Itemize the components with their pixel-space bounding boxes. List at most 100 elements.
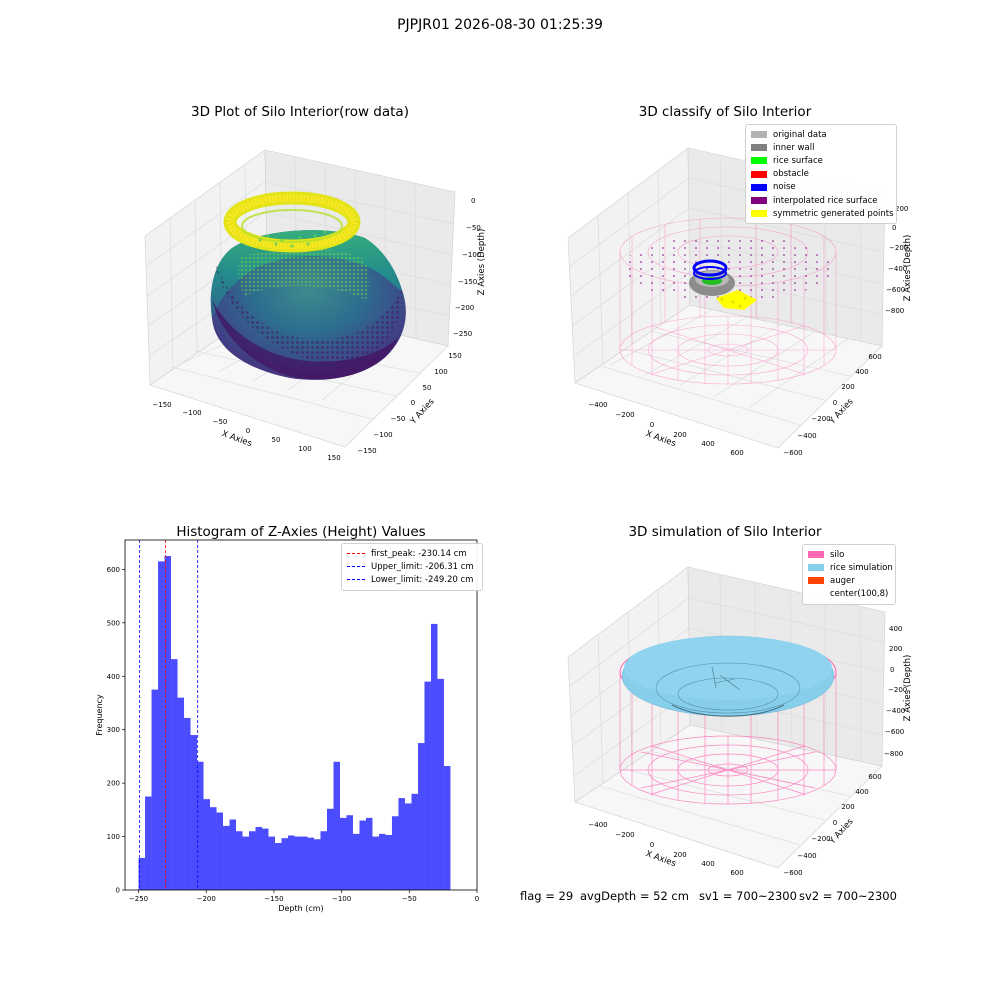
simulation-xtick: 200 bbox=[673, 851, 686, 859]
simulation-xtick: 0 bbox=[650, 841, 654, 849]
histogram-bar bbox=[242, 836, 250, 890]
histogram-bar bbox=[346, 815, 353, 890]
sv1-text: sv1 = 700~2300 bbox=[699, 889, 797, 903]
legend-item: silo bbox=[808, 548, 890, 561]
y-tick-label: 100 bbox=[107, 833, 120, 841]
raw-xtick: 100 bbox=[298, 445, 311, 453]
classify-xtick: −400 bbox=[588, 401, 607, 409]
histogram-bar bbox=[411, 793, 418, 890]
classify-ytick: 0 bbox=[833, 399, 837, 407]
legend-swatch bbox=[751, 183, 767, 191]
legend-item: Upper_limit: -206.31 cm bbox=[347, 560, 477, 573]
classify-ytick: 200 bbox=[841, 383, 854, 391]
legend-item: inner wall bbox=[751, 141, 891, 154]
raw-ytick: 100 bbox=[434, 368, 447, 376]
simulation-ytick: 0 bbox=[833, 819, 837, 827]
raw-ytick: 0 bbox=[411, 399, 415, 407]
raw-xtick: −50 bbox=[213, 418, 228, 426]
legend-swatch bbox=[347, 579, 365, 581]
simulation-xtick: 600 bbox=[730, 869, 743, 877]
raw-ytick: −100 bbox=[373, 431, 392, 439]
histogram-bar bbox=[184, 717, 191, 890]
classify-xtick: 600 bbox=[730, 449, 743, 457]
histogram-bar bbox=[339, 817, 347, 890]
histogram-bar bbox=[229, 819, 237, 890]
simulation-ytick: −600 bbox=[783, 869, 802, 877]
simulation-plot-title: 3D simulation of Silo Interior bbox=[628, 524, 822, 540]
legend-swatch bbox=[808, 590, 824, 598]
legend-label: symmetric generated points bbox=[773, 208, 894, 219]
histogram-bar bbox=[171, 659, 178, 890]
raw-ztick: −50 bbox=[466, 224, 481, 232]
histogram-bar bbox=[151, 689, 159, 890]
classify-xtick: 200 bbox=[673, 431, 686, 439]
histogram-bar bbox=[268, 836, 276, 890]
legend-swatch bbox=[751, 131, 767, 139]
classify-xtick: −200 bbox=[615, 411, 634, 419]
legend-swatch bbox=[751, 210, 767, 218]
histogram-bar bbox=[437, 678, 444, 890]
legend-item: obstacle bbox=[751, 168, 891, 181]
legend-item: auger bbox=[808, 574, 890, 587]
histogram-bar bbox=[255, 826, 263, 890]
legend-label: inner wall bbox=[773, 142, 815, 153]
classify-ztick: 0 bbox=[892, 224, 896, 232]
histogram-bar bbox=[281, 838, 289, 890]
histogram-legend: first_peak: -230.14 cm Upper_limit: -206… bbox=[341, 543, 483, 591]
flag-text: flag = 29 bbox=[520, 889, 574, 903]
histogram-bar bbox=[203, 799, 211, 890]
histogram-bar bbox=[443, 766, 451, 890]
simulation-ztick: 200 bbox=[889, 645, 902, 653]
sv2-text: sv2 = 700~2300 bbox=[799, 889, 897, 903]
histogram-bar bbox=[197, 761, 204, 890]
histogram-bar bbox=[158, 561, 165, 890]
simulation-zlabel: Z Axies (Depth) bbox=[903, 655, 913, 722]
histogram-bar bbox=[262, 828, 269, 890]
histogram-bar bbox=[275, 842, 282, 890]
histogram-bar bbox=[301, 836, 308, 890]
histogram-bar bbox=[424, 681, 431, 890]
legend-item: first_peak: -230.14 cm bbox=[347, 547, 477, 560]
legend-item: noise bbox=[751, 181, 891, 194]
simulation-ytick: −200 bbox=[811, 835, 830, 843]
histogram-bar bbox=[288, 835, 295, 890]
histogram-bar bbox=[333, 761, 340, 890]
histogram-bar bbox=[294, 836, 301, 890]
avg-depth-text: avgDepth = 52 cm bbox=[580, 889, 689, 903]
histogram-ylabel: Frequency bbox=[95, 694, 104, 736]
classify-xtick: 0 bbox=[650, 421, 654, 429]
classify-legend: original data inner wall rice surface ob… bbox=[745, 124, 897, 225]
classify-ytick: −400 bbox=[797, 432, 816, 440]
raw-xtick: 0 bbox=[246, 427, 250, 435]
y-tick-label: 200 bbox=[107, 780, 120, 788]
histogram-bar bbox=[145, 796, 152, 890]
classify-ztick: −800 bbox=[885, 307, 904, 315]
raw-ztick: −250 bbox=[453, 330, 472, 338]
legend-item: rice simulation bbox=[808, 561, 893, 574]
simulation-ztick: −800 bbox=[884, 750, 903, 758]
histogram-bar bbox=[320, 831, 327, 890]
raw-xtick: 150 bbox=[327, 454, 340, 462]
simulation-ztick: −400 bbox=[886, 707, 905, 715]
legend-swatch bbox=[808, 577, 824, 585]
legend-label: obstacle bbox=[773, 169, 809, 180]
classify-ytick: 400 bbox=[855, 368, 868, 376]
legend-item: original data bbox=[751, 128, 891, 141]
raw-plot-title: 3D Plot of Silo Interior(row data) bbox=[191, 104, 409, 120]
histogram-frame bbox=[124, 539, 478, 891]
legend-swatch bbox=[751, 170, 767, 178]
legend-label: center(100,8) bbox=[830, 589, 889, 600]
raw-ytick: 150 bbox=[448, 352, 461, 360]
raw-ytick: −50 bbox=[391, 415, 406, 423]
histogram-bar bbox=[236, 831, 243, 890]
histogram-bar bbox=[359, 820, 366, 890]
legend-swatch bbox=[751, 197, 767, 205]
legend-label: rice surface bbox=[773, 155, 823, 166]
legend-label: interpolated rice surface bbox=[773, 195, 878, 206]
raw-ztick: 0 bbox=[471, 197, 475, 205]
histogram-bar bbox=[365, 817, 373, 890]
